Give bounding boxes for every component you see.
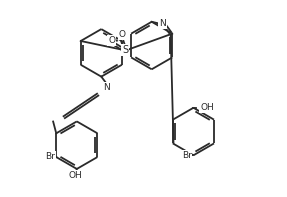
Text: Br: Br	[46, 151, 55, 161]
Text: OH: OH	[69, 171, 83, 180]
Text: OH: OH	[200, 103, 214, 112]
Text: Br: Br	[182, 151, 192, 160]
Text: N: N	[159, 19, 166, 28]
Text: O: O	[108, 36, 115, 45]
Text: S: S	[122, 45, 128, 55]
Text: N: N	[103, 83, 110, 92]
Text: O: O	[119, 30, 125, 39]
